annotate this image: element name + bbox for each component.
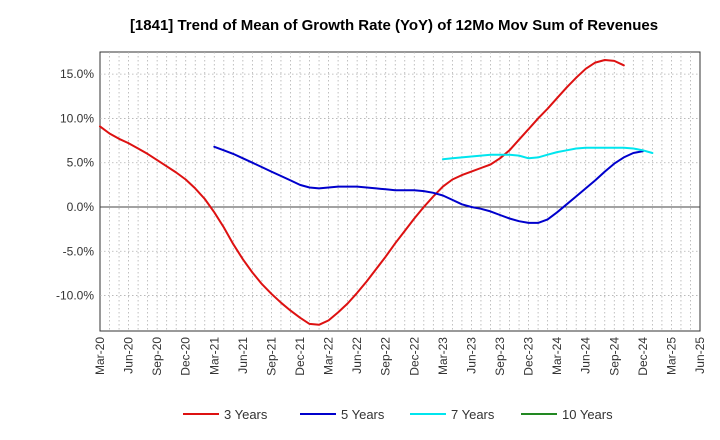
legend-label: 3 Years	[224, 407, 268, 422]
x-tick-label: Jun-24	[579, 337, 593, 374]
x-tick-label: Sep-23	[493, 337, 507, 376]
x-tick-label: Mar-25	[664, 337, 678, 375]
y-tick-label: 10.0%	[60, 111, 94, 125]
legend: 3 Years 5 Years 7 Years 10 Years	[183, 407, 613, 422]
legend-label: 7 Years	[451, 407, 495, 422]
x-tick-label: Mar-22	[322, 337, 336, 375]
x-tick-label: Dec-24	[636, 337, 650, 376]
x-axis: Mar-20 Jun-20 Sep-20 Dec-20 Mar-21 Jun-21 Sep-…	[93, 337, 707, 376]
x-tick-label: Mar-23	[436, 337, 450, 375]
chart-title: [1841] Trend of Mean of Growth Rate (YoY…	[130, 17, 658, 34]
x-tick-label: Sep-24	[607, 337, 621, 376]
y-tick-label: -10.0%	[56, 289, 94, 303]
series-line-3-years	[99, 59, 625, 326]
x-tick-label: Mar-21	[207, 337, 221, 375]
x-tick-label: Jun-20	[122, 337, 136, 374]
series-line-7-years	[441, 146, 654, 161]
plot-frame	[99, 51, 701, 332]
x-tick-label: Sep-20	[150, 337, 164, 376]
x-tick-label: Dec-23	[522, 337, 536, 376]
x-tick-label: Jun-21	[236, 337, 250, 374]
x-tick-label: Mar-20	[93, 337, 107, 375]
legend-label: 5 Years	[341, 407, 385, 422]
y-tick-label: 15.0%	[60, 67, 94, 81]
x-tick-label: Sep-21	[264, 337, 278, 376]
y-tick-label: 0.0%	[67, 200, 95, 214]
legend-label: 10 Years	[562, 407, 613, 422]
y-tick-label: -5.0%	[63, 244, 95, 258]
x-tick-label: Sep-22	[379, 337, 393, 376]
x-tick-label: Jun-23	[464, 337, 478, 374]
y-axis: 15.0% 10.0% 5.0% 0.0% -5.0% -10.0%	[56, 67, 94, 302]
x-tick-label: Dec-20	[179, 337, 193, 376]
x-tick-label: Mar-24	[550, 337, 564, 375]
x-tick-label: Dec-21	[293, 337, 307, 376]
x-tick-label: Jun-22	[350, 337, 364, 374]
grid	[100, 52, 700, 331]
series-lines	[99, 59, 654, 326]
x-tick-label: Dec-22	[407, 337, 421, 376]
x-tick-label: Jun-25	[693, 337, 707, 374]
y-tick-label: 5.0%	[67, 156, 95, 170]
series-line-5-years	[213, 145, 644, 224]
plot-area	[99, 51, 701, 332]
